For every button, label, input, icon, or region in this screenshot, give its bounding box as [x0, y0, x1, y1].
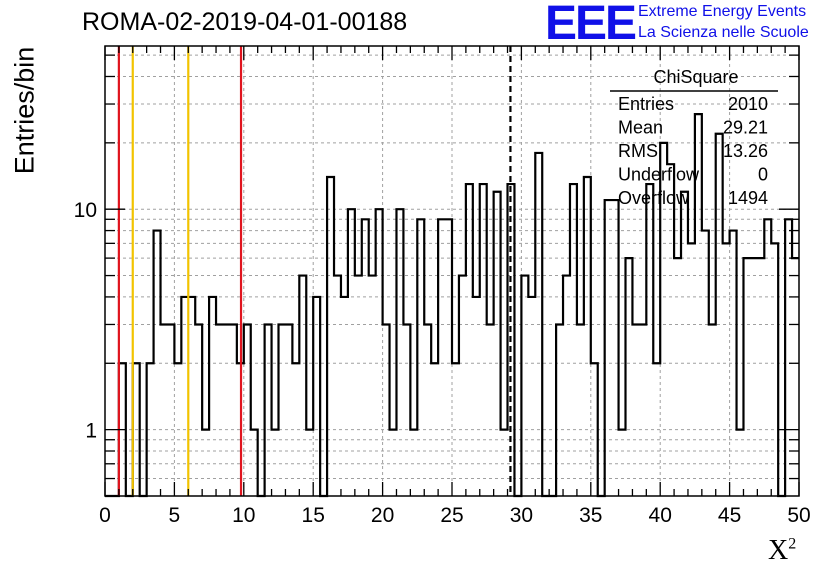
- x-tick-label: 35: [579, 504, 602, 527]
- histogram: [105, 113, 799, 498]
- stats-value: 0: [758, 165, 768, 185]
- stats-label: Entries: [618, 94, 674, 114]
- x-tick-label: 15: [302, 504, 325, 527]
- stats-box: ChiSquare Entries 2010 Mean 29.21 RMS 13.26 Und…: [610, 67, 778, 208]
- stats-label: RMS: [618, 141, 658, 161]
- x-tick-label: 30: [510, 504, 533, 527]
- x-tick-label: 10: [232, 504, 255, 527]
- x-axis-label: X2: [768, 535, 796, 567]
- x-tick-label: 25: [440, 504, 463, 527]
- marker-lines: [117, 46, 512, 496]
- x-tick-label: 0: [99, 504, 111, 527]
- x-tick-label: 20: [371, 504, 394, 527]
- stats-label: Underflow: [618, 165, 700, 185]
- stats-value: 29.21: [723, 118, 768, 138]
- chart-title: ROMA-02-2019-04-01-00188: [82, 8, 408, 36]
- x-tick-label: 5: [169, 504, 181, 527]
- x-tick-label: 45: [718, 504, 741, 527]
- x-axis-label-superscript: 2: [788, 535, 797, 553]
- logo-line-2: La Scienza nelle Scuole: [638, 24, 809, 41]
- stats-value: 13.26: [723, 141, 768, 161]
- stats-value: 2010: [728, 94, 768, 114]
- eee-logo: EEE: [545, 0, 637, 50]
- histogram-outline: [105, 113, 799, 498]
- y-axis-label: Entries/bin: [9, 46, 40, 175]
- logo-line-1: Extreme Energy Events: [638, 3, 807, 20]
- stats-label: Mean: [618, 118, 663, 138]
- stats-value: 1494: [728, 188, 768, 208]
- grid: [105, 46, 799, 496]
- x-tick-label: 40: [649, 504, 672, 527]
- y-tick-label: 10: [74, 199, 97, 222]
- stats-label: Overflow: [618, 188, 690, 208]
- stats-title: ChiSquare: [653, 67, 738, 87]
- x-tick-label: 50: [787, 504, 810, 527]
- x-axis-label-symbol: X: [768, 535, 789, 566]
- y-tick-label: 1: [85, 420, 97, 443]
- axes: 0 5 10 15 20 25 30 35 40 45 50 1 10: [74, 45, 811, 527]
